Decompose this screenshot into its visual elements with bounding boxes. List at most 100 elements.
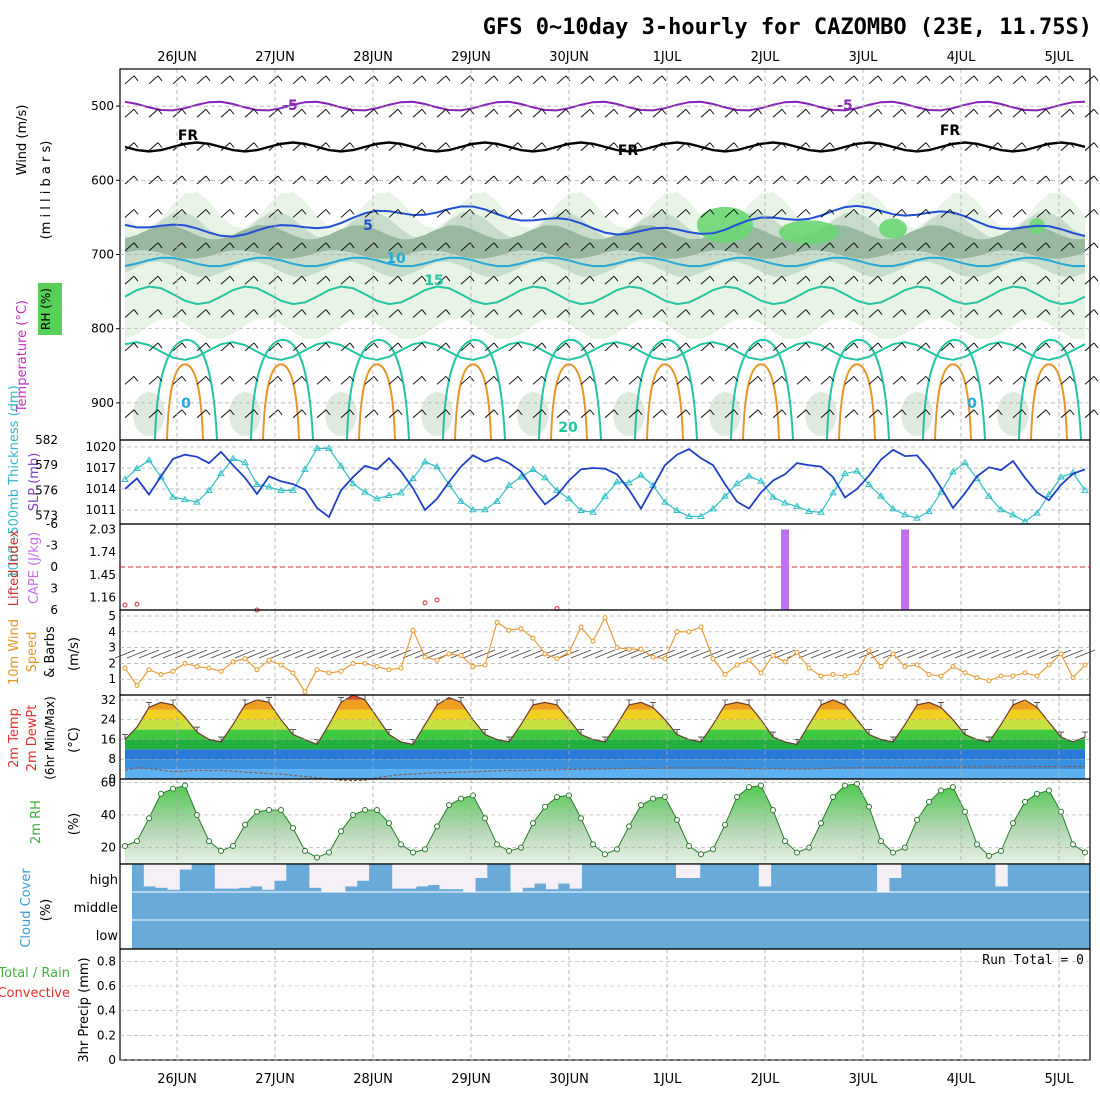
wind-barb-flag xyxy=(205,275,211,282)
wind-barb xyxy=(1060,242,1071,252)
wind-barb-flag xyxy=(709,342,715,349)
wind-barb-flag xyxy=(397,108,403,115)
slp-tick-label: 1011 xyxy=(85,503,116,517)
wind-point xyxy=(530,635,536,641)
warm-lobe xyxy=(1030,363,1068,441)
wind-barb-flag xyxy=(1093,108,1099,115)
wind-barb-flag xyxy=(373,409,379,416)
wind-barb-flag xyxy=(709,242,715,249)
wind-barb-flag xyxy=(805,209,811,215)
thickness-point xyxy=(385,491,393,498)
wind-barb-flag xyxy=(181,142,187,148)
wind-barb xyxy=(172,75,183,85)
thickness-point xyxy=(769,493,777,500)
thickness-point xyxy=(169,493,177,500)
rh-point xyxy=(1082,849,1088,856)
wind-barb-flag xyxy=(589,409,595,416)
wind-barb xyxy=(522,649,544,659)
wind-barb xyxy=(364,142,375,151)
wind-barb xyxy=(628,209,639,218)
wind-barb xyxy=(604,376,615,385)
wind-barb-flag xyxy=(1069,376,1075,382)
wind-barb-flag xyxy=(589,142,595,148)
wind-barb-flag xyxy=(853,108,859,115)
wind-barb-flag xyxy=(1021,309,1027,315)
wind-barb-flag xyxy=(613,409,619,416)
wind-barb xyxy=(268,376,279,385)
wind-barb-flag xyxy=(277,376,283,382)
wind-barb xyxy=(316,275,327,285)
wind-point xyxy=(266,657,272,663)
wind-barb-flag xyxy=(181,75,187,82)
wind-point xyxy=(482,662,488,668)
wind-barb-flag xyxy=(589,376,595,382)
wind-barb xyxy=(210,649,232,659)
wind-point xyxy=(650,654,656,660)
rh-point xyxy=(542,803,548,810)
precip-label-1: Total / Rain xyxy=(0,966,70,981)
wind-tick-label: 1 xyxy=(108,672,116,686)
wind-barb-flag xyxy=(829,175,835,182)
wind-barb xyxy=(294,649,316,659)
series-slp-line xyxy=(124,448,1086,519)
wind-barb xyxy=(244,75,255,85)
wind-barb xyxy=(628,142,639,151)
wind-barb-flag xyxy=(205,175,211,182)
wind-barb xyxy=(820,242,831,252)
wind-point xyxy=(842,673,848,679)
wind-barb-flag xyxy=(829,409,835,416)
wind-barb xyxy=(508,75,519,85)
wind-barb-flag xyxy=(397,75,403,82)
wind-barb xyxy=(748,108,759,118)
wind-barb xyxy=(508,142,519,151)
wind-barb-flag xyxy=(253,409,259,416)
wind-barb xyxy=(1012,409,1023,419)
wind-barb-flag xyxy=(541,275,547,282)
wind-barb-flag xyxy=(997,242,1003,249)
wind-barb xyxy=(796,409,807,419)
mid-lobe xyxy=(250,338,314,441)
wind-barb xyxy=(652,242,663,252)
wind-point xyxy=(374,664,380,670)
wind-barb xyxy=(1012,108,1023,118)
wind-barb xyxy=(436,108,447,118)
wind-barb xyxy=(1060,342,1071,352)
wind-barb xyxy=(1002,649,1024,659)
contour-label: FR xyxy=(178,128,199,144)
wind-barb xyxy=(748,75,759,85)
rh-point xyxy=(662,793,668,800)
cloud-high-bar xyxy=(415,864,429,887)
thickness-point xyxy=(877,492,885,499)
wind-barb xyxy=(844,409,855,419)
wind-barb-flag xyxy=(349,209,355,215)
wind-barb xyxy=(868,376,879,385)
wind-barb-flag xyxy=(781,342,787,349)
thickness-point xyxy=(493,497,501,504)
wind-barb-flag xyxy=(853,75,859,82)
wind-barb xyxy=(172,142,183,151)
wind-barb xyxy=(292,242,303,252)
wind-barb-flag xyxy=(157,242,163,249)
li-point xyxy=(134,601,140,607)
thickness-point xyxy=(265,483,273,490)
wind-barb-flag xyxy=(229,75,235,82)
wind-barb xyxy=(508,209,519,218)
wind-barb xyxy=(796,108,807,118)
wind-point xyxy=(974,675,980,681)
wind-barb xyxy=(772,175,783,185)
wind-barb xyxy=(652,75,663,85)
wind-barb xyxy=(652,376,663,385)
wind-barb xyxy=(628,108,639,118)
wind-barb-flag xyxy=(973,209,979,215)
wind-barb xyxy=(606,649,628,659)
wind-barb xyxy=(892,342,903,352)
wind-barb-flag xyxy=(901,75,907,82)
wind-barb xyxy=(340,342,351,352)
wind-barb xyxy=(724,209,735,218)
wind-point xyxy=(602,615,608,621)
thickness-point xyxy=(781,499,789,506)
wind-barb xyxy=(892,209,903,218)
wind-barb xyxy=(580,209,591,218)
wind-barb xyxy=(292,275,303,285)
